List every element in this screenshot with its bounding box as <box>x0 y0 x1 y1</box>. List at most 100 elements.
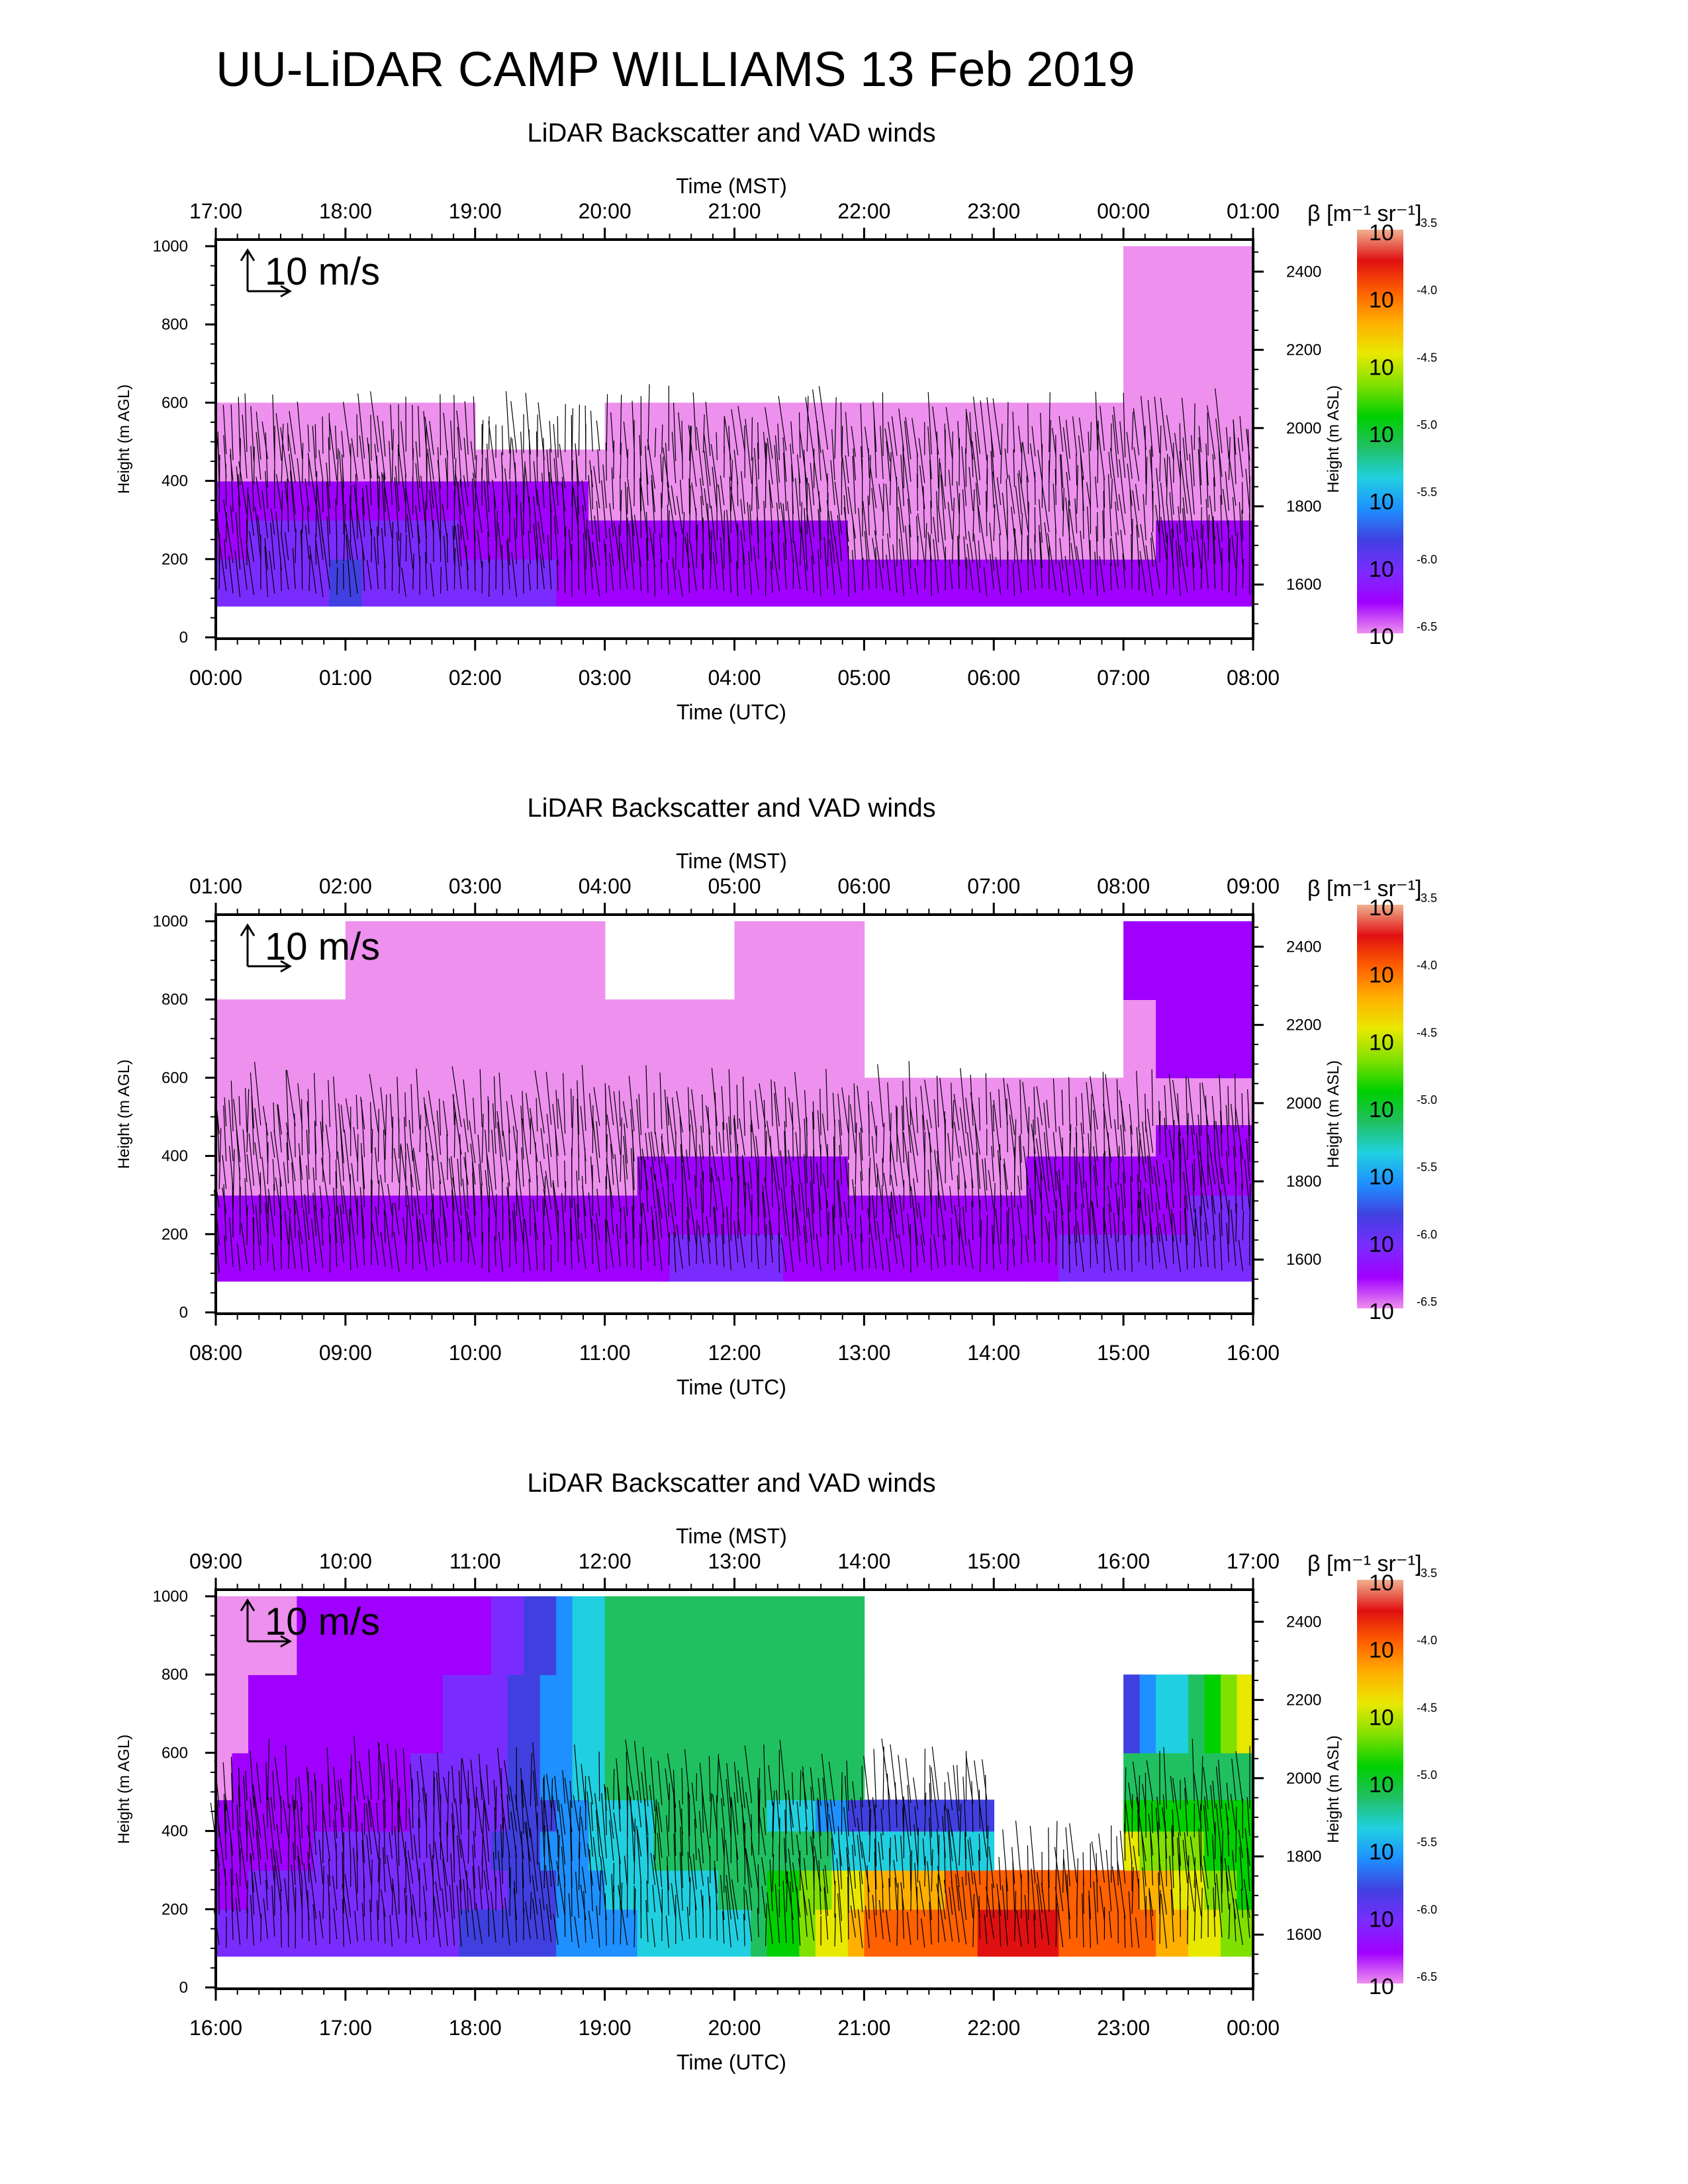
wind-vector <box>1103 475 1105 508</box>
wind-vector <box>720 475 725 506</box>
wind-vector <box>985 1886 994 1938</box>
wind-vector <box>371 1859 373 1912</box>
wind-vector <box>483 1870 490 1910</box>
wind-vector <box>430 563 434 597</box>
wind-vector <box>440 394 442 455</box>
colorbar-tick-base: 10 <box>1369 1165 1394 1190</box>
x-top-tick-label: 17:00 <box>1227 1549 1280 1573</box>
wind-vector <box>1135 484 1140 511</box>
wind-vector <box>845 412 849 457</box>
x-tick-label: 05:00 <box>837 666 890 690</box>
wind-vector <box>557 416 559 458</box>
wind-vector <box>814 1846 821 1891</box>
wind-vector <box>1225 471 1229 511</box>
wind-vector <box>665 1915 669 1948</box>
wind-vector <box>1086 482 1092 509</box>
wind-vector <box>938 458 941 508</box>
wind-vector <box>413 1835 420 1887</box>
colorbar-tick-base: 10 <box>1369 1097 1394 1122</box>
heatmap-cell <box>621 1195 638 1235</box>
wind-vector <box>463 437 469 488</box>
heatmap-cell <box>297 449 314 482</box>
wind-vector <box>694 1819 697 1860</box>
heatmap-cell <box>588 921 606 1000</box>
wind-vector <box>691 1089 697 1132</box>
heatmap-cell <box>799 1870 816 1910</box>
heatmap-cell <box>1221 480 1238 521</box>
wind-vector <box>1212 1780 1216 1809</box>
wind-vector <box>581 1764 586 1809</box>
heatmap-cell <box>459 1799 476 1832</box>
heatmap-cell <box>297 1752 314 1801</box>
colorbar-label: β [m⁻¹ sr⁻¹] <box>1307 876 1422 901</box>
wind-vector <box>342 1185 352 1245</box>
wind-vector <box>969 1837 974 1866</box>
wind-vector <box>536 431 538 482</box>
heatmap-cell <box>507 1596 524 1675</box>
wind-vector <box>1210 1785 1216 1836</box>
wind-vector <box>906 1912 912 1945</box>
wind-vector <box>648 1132 655 1181</box>
wind-vector <box>336 567 338 595</box>
wind-vector <box>763 500 767 538</box>
wind-vector <box>1175 540 1181 596</box>
wind-vector <box>361 1155 365 1189</box>
wind-vector <box>837 1893 842 1943</box>
wind-vector <box>279 1177 282 1240</box>
heatmap-cell <box>345 1596 363 1675</box>
wind-vector <box>777 522 780 570</box>
wind-vector <box>855 1122 857 1185</box>
wind-vector <box>1043 1132 1050 1191</box>
heatmap-cell <box>734 1195 751 1235</box>
wind-vector <box>951 1830 960 1888</box>
y2-tick-label: 1600 <box>1286 1926 1321 1944</box>
wind-vector <box>1142 1784 1147 1811</box>
heatmap-cell <box>329 999 346 1079</box>
wind-vector <box>929 534 932 597</box>
wind-vector <box>389 1915 393 1946</box>
wind-vector <box>536 488 545 543</box>
wind-vector <box>1160 482 1167 543</box>
x-top-tick-label: 20:00 <box>579 199 632 223</box>
wind-vector <box>1017 1175 1022 1209</box>
wind-vector <box>351 438 358 481</box>
wind-vector <box>236 1804 241 1864</box>
wind-vector <box>980 400 988 461</box>
heatmap-cell <box>1188 1831 1205 1871</box>
wind-vector <box>724 416 725 454</box>
wind-vector <box>250 1853 255 1892</box>
wind-vector <box>1238 1829 1243 1858</box>
wind-vector <box>1128 1891 1133 1948</box>
wind-vector <box>450 420 455 486</box>
wind-vector <box>699 1762 704 1801</box>
wind-vector <box>481 1113 484 1163</box>
wind-vector <box>1204 1222 1209 1267</box>
wind-vector <box>314 1122 317 1154</box>
wind-vector <box>334 1218 338 1267</box>
wind-vector <box>712 552 718 590</box>
wind-vector <box>337 1151 344 1214</box>
wind-vector <box>520 1768 524 1808</box>
heatmap-cell <box>556 449 573 482</box>
wind-vector <box>973 533 980 593</box>
wind-vector <box>492 479 496 509</box>
wind-vector <box>812 1111 815 1158</box>
wind-vector <box>271 1244 275 1271</box>
wind-vector <box>592 541 600 597</box>
wind-vector <box>876 1163 884 1212</box>
wind-vector <box>1006 1098 1008 1153</box>
wind-vector <box>708 1756 711 1802</box>
wind-vector <box>651 1918 655 1947</box>
wind-vector <box>1031 1124 1036 1154</box>
wind-vector <box>896 1132 904 1189</box>
wind-vector <box>1080 451 1084 511</box>
wind-vector <box>542 1197 545 1246</box>
heatmap-cell <box>507 1674 524 1754</box>
wind-vector <box>475 1903 483 1944</box>
wind-vector <box>327 1874 330 1921</box>
wind-vector <box>1164 457 1167 488</box>
wind-vector <box>383 471 386 513</box>
wind-vector <box>959 1803 962 1866</box>
wind-vector <box>985 1073 988 1125</box>
wind-vector <box>377 416 386 480</box>
